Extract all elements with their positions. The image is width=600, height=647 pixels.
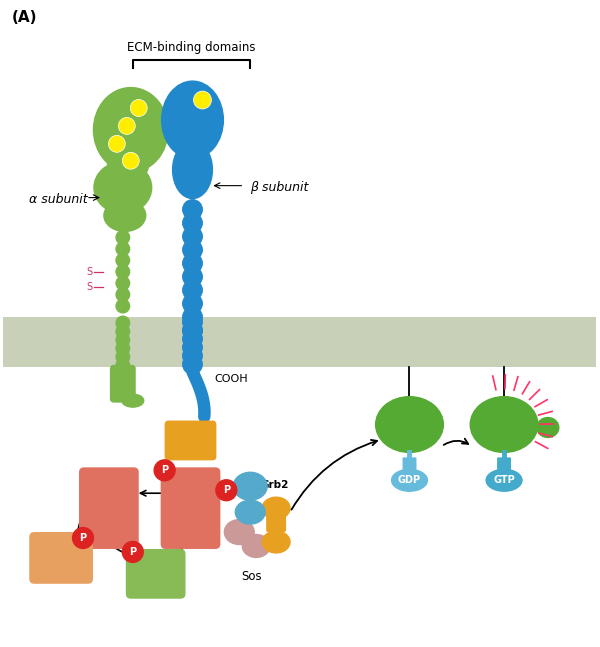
Ellipse shape <box>262 497 290 519</box>
FancyBboxPatch shape <box>266 508 286 532</box>
Text: Ras: Ras <box>491 414 517 427</box>
Circle shape <box>116 325 130 338</box>
Circle shape <box>216 480 237 501</box>
Circle shape <box>116 230 130 244</box>
Text: (A): (A) <box>11 10 37 25</box>
Circle shape <box>116 350 130 364</box>
Circle shape <box>183 313 202 332</box>
Ellipse shape <box>242 534 270 558</box>
Circle shape <box>183 329 202 349</box>
Circle shape <box>183 280 202 300</box>
Circle shape <box>109 135 125 152</box>
FancyBboxPatch shape <box>126 549 185 598</box>
Circle shape <box>116 358 130 372</box>
Circle shape <box>193 91 211 109</box>
Text: COOH: COOH <box>214 374 248 384</box>
Circle shape <box>183 200 202 219</box>
Circle shape <box>116 342 130 355</box>
Circle shape <box>183 355 202 374</box>
FancyBboxPatch shape <box>110 365 136 402</box>
Circle shape <box>122 152 139 170</box>
Text: FAK: FAK <box>176 501 205 514</box>
Text: Src: Src <box>143 567 168 580</box>
Ellipse shape <box>392 469 427 491</box>
Circle shape <box>130 100 147 116</box>
Ellipse shape <box>173 141 212 199</box>
FancyBboxPatch shape <box>29 532 93 584</box>
FancyBboxPatch shape <box>164 421 217 461</box>
Text: P: P <box>161 465 168 476</box>
Ellipse shape <box>470 397 538 452</box>
Circle shape <box>118 118 135 135</box>
Ellipse shape <box>262 531 290 553</box>
Text: P: P <box>79 533 86 543</box>
FancyBboxPatch shape <box>403 457 416 471</box>
Text: Ras: Ras <box>397 414 422 427</box>
Circle shape <box>183 254 202 273</box>
Ellipse shape <box>235 500 265 524</box>
FancyBboxPatch shape <box>107 120 149 173</box>
Circle shape <box>183 240 202 259</box>
FancyBboxPatch shape <box>497 457 511 471</box>
Text: talin: talin <box>176 434 206 447</box>
Circle shape <box>183 321 202 340</box>
Bar <box>4 317 596 367</box>
Text: FAK: FAK <box>95 501 123 514</box>
Text: Sos: Sos <box>241 570 262 583</box>
Text: P: P <box>129 547 136 557</box>
Text: S: S <box>87 267 93 277</box>
Circle shape <box>122 542 143 562</box>
FancyBboxPatch shape <box>79 467 139 549</box>
Ellipse shape <box>486 469 522 491</box>
Circle shape <box>116 276 130 290</box>
Ellipse shape <box>537 417 559 437</box>
Circle shape <box>183 294 202 313</box>
Text: ECM-binding domains: ECM-binding domains <box>127 41 256 54</box>
Circle shape <box>183 226 202 246</box>
Ellipse shape <box>94 87 168 172</box>
Text: Grb2: Grb2 <box>260 480 289 490</box>
Text: GDP: GDP <box>398 476 421 485</box>
Text: S: S <box>87 282 93 292</box>
Circle shape <box>183 321 202 340</box>
Text: β subunit: β subunit <box>250 181 308 194</box>
Circle shape <box>116 254 130 267</box>
Circle shape <box>116 300 130 313</box>
Ellipse shape <box>122 394 144 407</box>
Circle shape <box>183 214 202 233</box>
Circle shape <box>116 265 130 278</box>
Circle shape <box>116 288 130 302</box>
Ellipse shape <box>376 397 443 452</box>
Circle shape <box>183 346 202 366</box>
Circle shape <box>116 333 130 347</box>
Ellipse shape <box>104 199 146 232</box>
Circle shape <box>154 460 175 481</box>
FancyBboxPatch shape <box>161 467 220 549</box>
Text: α subunit: α subunit <box>29 193 88 206</box>
Text: P: P <box>223 485 230 495</box>
Text: GTP: GTP <box>493 476 515 485</box>
Ellipse shape <box>233 472 267 500</box>
Ellipse shape <box>224 520 254 545</box>
Circle shape <box>183 267 202 287</box>
Ellipse shape <box>94 162 152 214</box>
Text: PI3K: PI3K <box>45 551 77 564</box>
Circle shape <box>73 527 94 549</box>
Ellipse shape <box>161 81 223 159</box>
Circle shape <box>116 316 130 330</box>
Circle shape <box>183 307 202 327</box>
Circle shape <box>183 338 202 357</box>
Circle shape <box>116 242 130 256</box>
